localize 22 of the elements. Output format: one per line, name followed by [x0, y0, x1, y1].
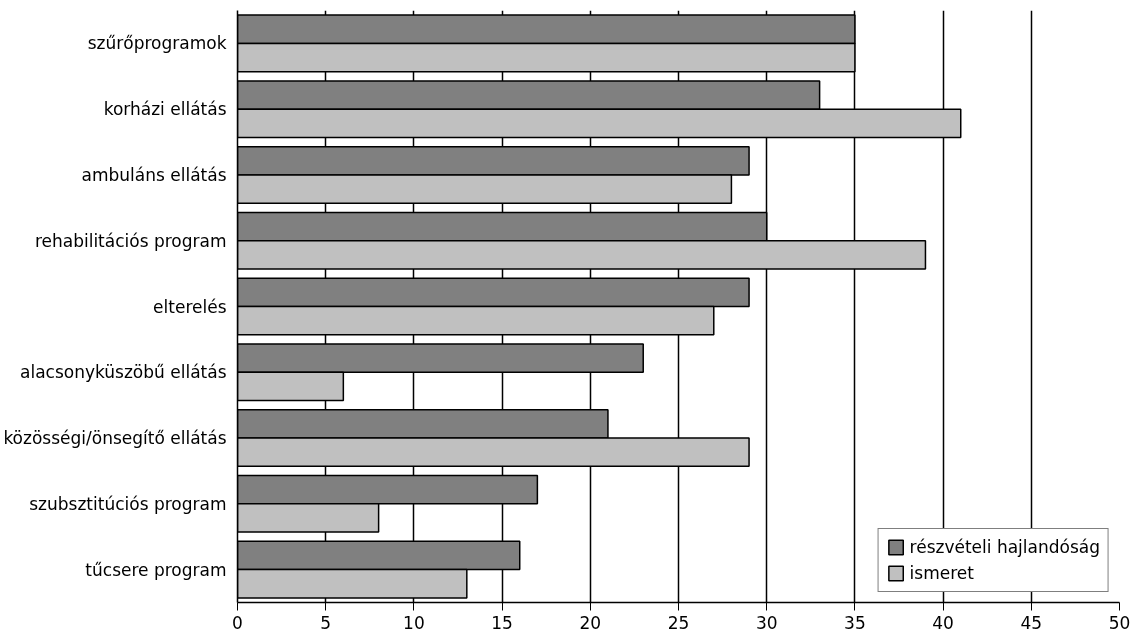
x-tick-label: 35 — [844, 612, 866, 631]
y-tick-label: ambuláns ellátás — [81, 164, 227, 185]
x-tick-label: 30 — [755, 612, 778, 631]
x-tick-label: 15 — [491, 612, 513, 631]
legend-label: ismeret — [909, 563, 974, 583]
x-tick-label: 40 — [932, 612, 954, 631]
y-tick-label: elterelés — [153, 296, 227, 317]
x-tick-label: 45 — [1020, 612, 1043, 631]
y-tick-label: szűrőprogramok — [87, 33, 227, 54]
y-tick-label: szubsztitúciós program — [29, 493, 227, 514]
x-tick-label: 25 — [667, 612, 690, 631]
x-tick-label: 20 — [579, 612, 602, 631]
x-tick-label: 50 — [1108, 612, 1131, 631]
y-tick-label: tűcsere program — [85, 559, 227, 580]
x-tick-label: 0 — [232, 612, 243, 631]
x-tick-label: 10 — [403, 612, 425, 631]
legend-label: részvételi hajlandóság — [909, 537, 1100, 557]
y-tick-label: rehabilitációs program — [34, 230, 227, 251]
y-tick-label: közösségi/önsegítő ellátás — [3, 428, 227, 449]
x-tick-label: 5 — [320, 612, 332, 631]
y-tick-label: alacsonyküszöbű ellátás — [19, 362, 227, 383]
y-tick-label: korházi ellátás — [103, 99, 227, 120]
